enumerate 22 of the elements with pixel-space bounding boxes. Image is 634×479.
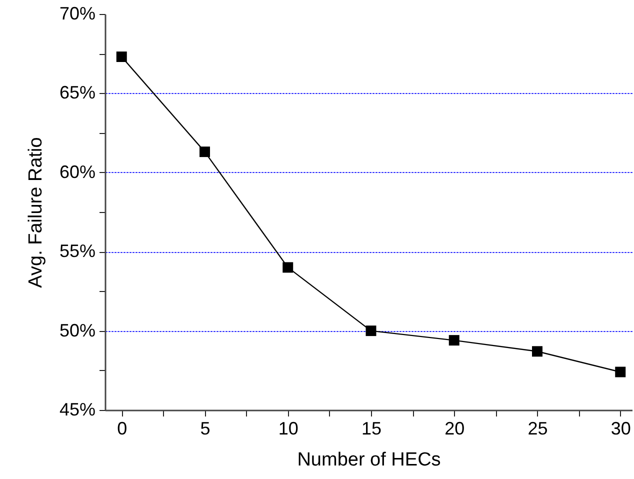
y-tick-label: 45%	[59, 400, 96, 420]
point	[200, 146, 210, 158]
point	[116, 52, 127, 62]
x-tick-label: 30	[610, 418, 631, 438]
y-tick-label: 50%	[59, 320, 96, 340]
x-tick-label: 20	[444, 418, 465, 438]
x-tick-label: 25	[528, 418, 548, 438]
x-tick-label: 0	[117, 418, 128, 438]
y-axis-title: Avg. Failure Ratio	[25, 137, 46, 288]
x-tick-label: 15	[361, 418, 382, 438]
y-tick-label: 60%	[59, 162, 96, 182]
y-tick-label: 65%	[59, 82, 96, 103]
x-axis-title: Number of HECs	[297, 450, 441, 470]
point	[532, 346, 542, 357]
x-tick-label: 10	[278, 418, 298, 438]
y-tick-label: 55%	[59, 241, 96, 262]
point	[448, 335, 460, 346]
y-tick-label: 70%	[59, 4, 96, 24]
x-tick-label: 5	[200, 418, 210, 438]
point	[282, 262, 294, 273]
point	[615, 366, 626, 378]
point	[366, 326, 376, 336]
